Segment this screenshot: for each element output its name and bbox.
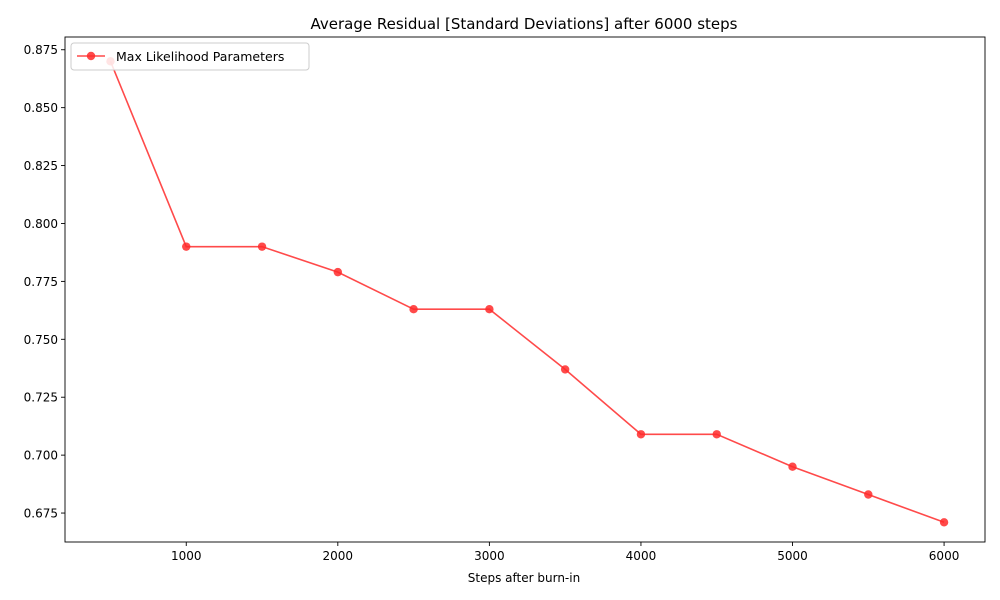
plot-area xyxy=(65,37,985,542)
x-tick-label: 1000 xyxy=(171,549,202,563)
data-point xyxy=(939,518,949,527)
data-point xyxy=(636,430,646,439)
x-axis-label: Steps after burn-in xyxy=(468,571,580,585)
y-tick-label: 0.750 xyxy=(24,333,58,347)
data-point xyxy=(560,365,570,374)
legend-box xyxy=(70,42,310,71)
x-tick-label: 4000 xyxy=(626,549,657,563)
y-axis: 0.675 0.700 0.725 0.750 0.775 0.800 0.825 0.850… xyxy=(24,43,65,521)
data-point xyxy=(485,304,494,314)
y-tick-label: 0.700 xyxy=(24,449,58,463)
data-point xyxy=(712,430,721,439)
x-tick-label: 6000 xyxy=(929,549,960,563)
y-tick-label: 0.725 xyxy=(24,391,58,405)
y-tick-label: 0.775 xyxy=(24,275,58,289)
data-point xyxy=(788,462,797,471)
y-tick-label: 0.825 xyxy=(24,159,58,173)
legend-marker-swatch xyxy=(86,51,96,61)
y-tick-label: 0.800 xyxy=(24,217,58,231)
chart-title: Average Residual [Standard Deviations] a… xyxy=(311,15,738,33)
y-tick-label: 0.675 xyxy=(24,507,58,521)
y-tick-label: 0.875 xyxy=(24,43,58,57)
data-point xyxy=(182,242,191,251)
data-point xyxy=(409,304,418,314)
plot-frame xyxy=(64,36,986,543)
legend-label: Max Likelihood Parameters xyxy=(116,49,284,64)
data-point xyxy=(864,490,873,499)
x-axis: 1000 2000 3000 4000 5000 6000 xyxy=(171,542,959,563)
x-tick-label: 3000 xyxy=(474,549,505,563)
y-tick-label: 0.850 xyxy=(24,101,58,115)
data-point xyxy=(333,267,343,277)
legend: Max Likelihood Parameters xyxy=(70,42,310,71)
x-tick-label: 2000 xyxy=(323,549,354,563)
data-point xyxy=(257,242,267,251)
series-line xyxy=(109,61,945,524)
x-tick-label: 5000 xyxy=(777,549,808,563)
